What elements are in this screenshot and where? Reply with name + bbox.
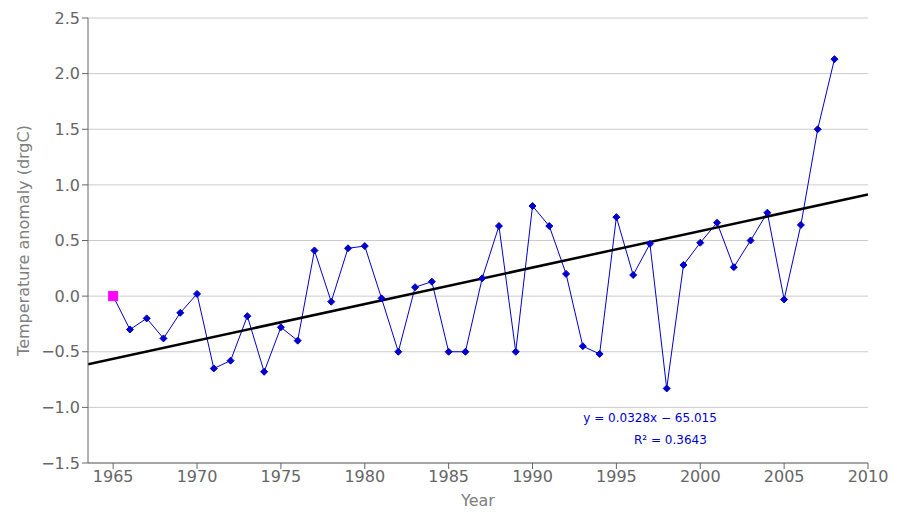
svg-text:2.0: 2.0 xyxy=(55,64,80,83)
svg-text:1990: 1990 xyxy=(512,467,553,486)
svg-text:1.0: 1.0 xyxy=(55,176,80,195)
svg-text:Year: Year xyxy=(460,491,495,510)
svg-text:1.5: 1.5 xyxy=(55,120,80,139)
svg-text:−1.0: −1.0 xyxy=(41,398,80,417)
svg-text:−1.5: −1.5 xyxy=(41,454,80,473)
svg-text:Temperature anomaly (drgC): Temperature anomaly (drgC) xyxy=(14,125,33,357)
svg-text:1985: 1985 xyxy=(428,467,469,486)
svg-text:0.5: 0.5 xyxy=(55,231,80,250)
svg-text:−0.5: −0.5 xyxy=(41,342,80,361)
svg-text:1965: 1965 xyxy=(93,467,134,486)
html-text:R² = 0.3643: R² = 0.3643 xyxy=(634,433,707,448)
svg-text:1995: 1995 xyxy=(596,467,637,486)
svg-text:0.0: 0.0 xyxy=(55,287,80,306)
svg-text:2005: 2005 xyxy=(764,467,805,486)
svg-text:1980: 1980 xyxy=(344,467,385,486)
svg-text:1975: 1975 xyxy=(261,467,302,486)
svg-text:1970: 1970 xyxy=(177,467,218,486)
svg-text:2000: 2000 xyxy=(680,467,721,486)
svg-text:2010: 2010 xyxy=(848,467,888,486)
html-text:y = 0.0328x − 65.015: y = 0.0328x − 65.015 xyxy=(583,411,717,426)
svg-text:2.5: 2.5 xyxy=(55,9,80,28)
